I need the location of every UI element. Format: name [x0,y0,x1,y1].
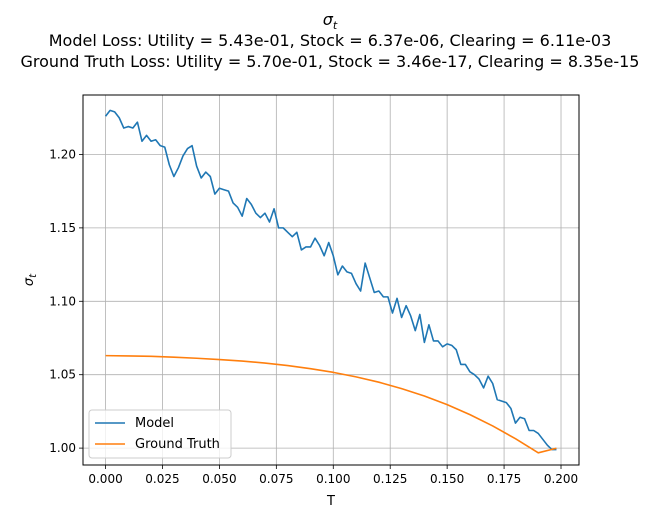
x-tick-label: 0.200 [544,472,578,486]
y-tick-label: 1.10 [49,294,76,308]
y-tick-label: 1.20 [49,147,76,161]
y-axis-label: σt [22,273,39,286]
model-series-line [104,109,557,451]
x-tick-label: 0.100 [316,472,350,486]
chart-title-line-2: Model Loss: Utility = 5.43e-01, Stock = … [49,31,612,50]
ticks: 0.000 0.025 0.050 0.075 0.100 0.125 0.150 0.175… [49,147,578,486]
ground-truth-series-line [105,354,557,454]
chart-title-line-1: σt [323,10,338,32]
legend: Model Ground Truth [88,409,232,459]
legend-box [88,409,232,459]
title-symbol: σ [323,10,334,29]
title-subscript: t [333,19,338,32]
plot-frame [82,94,580,466]
y-tick-label: 1.15 [49,221,76,235]
x-tick-label: 0.125 [373,472,407,486]
y-axis-label-subscript: t [28,273,39,278]
y-tick-label: 1.05 [49,368,76,382]
chart-title-line-3: Ground Truth Loss: Utility = 5.70e-01, S… [21,52,640,71]
legend-label-model: Model [135,416,174,431]
x-tick-label: 0.025 [145,472,179,486]
x-tick-label: 0.050 [202,472,236,486]
series-lines [104,109,557,454]
x-axis-label: T [326,494,335,509]
x-tick-label: 0.175 [487,472,521,486]
x-tick-label: 0.075 [259,472,293,486]
y-axis-label-symbol: σ [22,277,37,286]
x-tick-label: 0.000 [88,472,122,486]
legend-label-ground-truth: Ground Truth [135,437,220,452]
x-tick-label: 0.150 [430,472,464,486]
y-tick-label: 1.00 [49,441,76,455]
